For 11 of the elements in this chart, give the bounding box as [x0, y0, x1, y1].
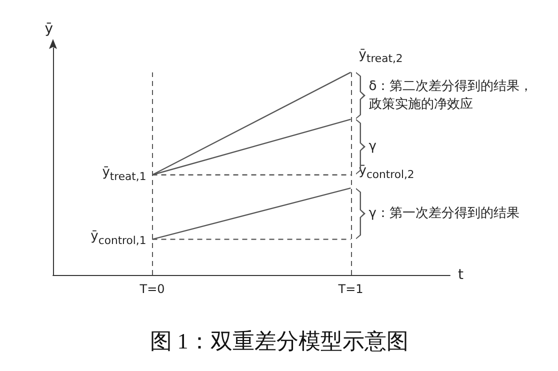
x-tick-label: T=1	[337, 282, 364, 296]
annotation: γ	[368, 138, 378, 156]
text: 图 1：双重差分模型示意图	[150, 328, 408, 354]
annotation: ȳ$_{control,1}$	[90, 228, 146, 250]
x-tick-label: T=0	[138, 282, 165, 296]
annotation: δ：第二次差分得到的结果，政策实施的净效应	[368, 78, 534, 114]
annotation: ȳ$_{treat,2}$	[358, 46, 403, 68]
y-axis-title: ȳ	[44, 21, 53, 37]
annotation: ȳ$_{treat,1}$	[102, 164, 146, 185]
x-axis-title: t	[458, 267, 464, 283]
annotation: γ：第一次差分得到的结果	[368, 205, 520, 224]
